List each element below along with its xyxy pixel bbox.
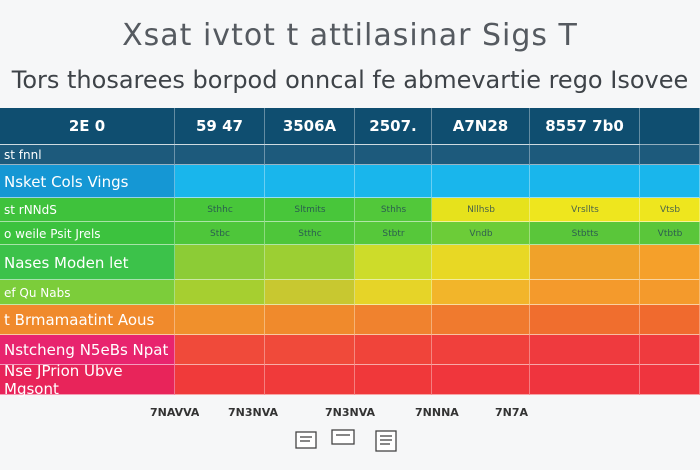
cell-text: Stbtr [382,228,405,239]
cell-text: Sltmits [294,205,326,215]
column-header: 8557 7b0 [530,108,640,145]
table-cell [355,245,432,280]
cell-text: Sthhc [207,205,233,215]
cell-text: Stbtts [571,228,599,239]
row-label: o weile Psit Jrels [4,226,101,241]
cell-text: Vtbtb [657,228,683,239]
cell-text: Stbc [210,228,230,239]
row-label: t Brmamaatint Aous [4,311,155,329]
table-cell [175,222,265,245]
table-cell [432,222,530,245]
footer-label: 7N3NVA [228,406,278,419]
table-cell [530,145,640,165]
table-cell [0,165,175,198]
table-cell [640,145,700,165]
cell-text: Vrsllts [571,205,599,215]
column-header: 2507. [355,108,432,145]
table-cell [265,145,355,165]
table-cell [432,198,530,222]
table-cell [355,145,432,165]
page-title: Xsat ivtot t attilasinar Sigs T [122,18,578,53]
table-cell [0,198,175,222]
header-row [0,108,700,145]
row-label: Nsket Cols Vings [4,172,129,191]
table-cell [175,365,265,395]
table-cell [640,335,700,365]
table-cell [0,335,175,365]
footer-icons [295,429,397,452]
table-cell [640,305,700,335]
table-cell [355,335,432,365]
table-cell [432,365,530,395]
footer-label: 7N3NVA [325,406,375,419]
row-label: st fnnl [4,148,42,162]
table-cell [175,335,265,365]
column-header: 2E 0 [0,108,175,145]
page-subtitle: Tors thosarees borpod onncal fe abmevart… [11,66,689,94]
table-cell [265,165,355,198]
table-cell [175,145,265,165]
table-cell [432,305,530,335]
table-cell [432,245,530,280]
table-cell [355,365,432,395]
table-cell [530,305,640,335]
column-header: A7N28 [432,108,530,145]
table-cell [530,335,640,365]
table-cell [640,245,700,280]
column-header: 59 47 [175,108,265,145]
table-cell [530,365,640,395]
cell-text: Vndb [469,228,493,239]
table-cell [432,280,530,305]
table-cell [0,365,175,395]
table-cell [265,222,355,245]
table-cell [355,222,432,245]
footer-label: 7NNNA [415,406,459,419]
table-cell [175,305,265,335]
cell-text: Nllhsb [467,205,495,215]
table-cell [640,165,700,198]
table-cell [640,280,700,305]
table-cell [355,165,432,198]
table-cell [265,305,355,335]
table-cell [265,335,355,365]
row-label: st rNNdS [4,203,57,217]
table-cell [530,280,640,305]
table-cell [432,335,530,365]
table-cell [355,305,432,335]
table-cell [530,222,640,245]
row-label: Nases Moden let [4,253,129,272]
table-cell [0,245,175,280]
table-cell [530,198,640,222]
table-cell [0,222,175,245]
table-cell [175,165,265,198]
table-cell [432,145,530,165]
footer-label: 7NAVVA [150,406,200,419]
table-cell [175,280,265,305]
cell-text: Stthc [298,228,322,239]
table-cell [530,165,640,198]
table-cell [0,305,175,335]
table-cell [355,198,432,222]
table-cell [265,198,355,222]
table-cell [175,245,265,280]
row-label: Nstcheng N5eBs Npat [4,341,169,359]
column-header: 3506A [265,108,355,145]
table-cell [175,198,265,222]
row-label: ef Qu Nabs [4,285,71,300]
table-cell [432,165,530,198]
table-cell [265,280,355,305]
table-cell [0,280,175,305]
table-cell [0,145,175,165]
table-cell [530,245,640,280]
cell-text: Vtsb [659,205,681,215]
table-cell [265,245,355,280]
footer-label: 7N7A [495,406,529,419]
cell-text: Sthhs [380,205,407,215]
table-cell [640,365,700,395]
table-cell [265,365,355,395]
table-cell [355,280,432,305]
row-label: Nse JPrion Ubve Mgsont [4,362,123,398]
